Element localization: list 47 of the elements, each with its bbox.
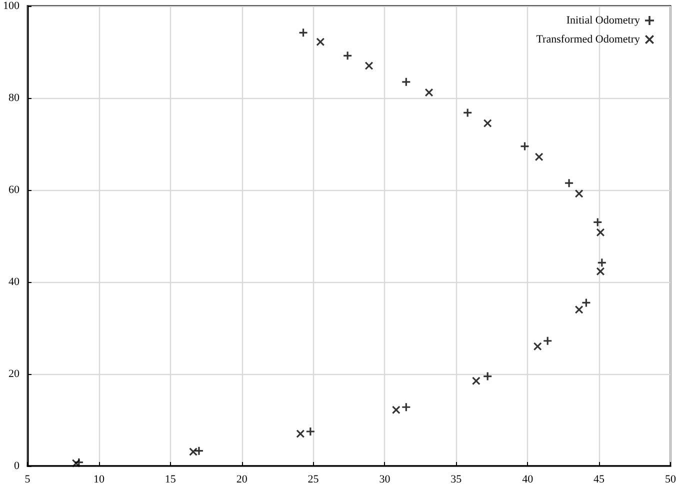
y-tick-label: 100 <box>3 0 20 12</box>
y-tick-label: 40 <box>8 276 20 288</box>
point <box>464 108 472 117</box>
point <box>596 267 604 276</box>
point <box>565 179 574 188</box>
point <box>575 306 584 314</box>
point <box>306 428 314 436</box>
x-tick-label: 15 <box>164 474 176 486</box>
point <box>544 336 552 345</box>
x-tick-label: 35 <box>450 474 462 486</box>
x-tick-label: 45 <box>594 474 606 486</box>
x-tick-label: 25 <box>308 474 320 486</box>
point <box>189 448 198 456</box>
point <box>365 62 374 70</box>
point <box>392 406 400 414</box>
x-tick-label: 30 <box>379 474 391 486</box>
point <box>194 446 203 455</box>
point <box>534 342 542 350</box>
point <box>596 228 604 236</box>
point <box>484 119 492 128</box>
point <box>575 190 584 198</box>
point <box>402 403 410 412</box>
point <box>582 298 590 307</box>
point <box>72 459 80 468</box>
point <box>299 28 308 37</box>
point <box>472 376 480 385</box>
legend-label: Initial Odometry <box>566 14 640 26</box>
x-tick-label: 50 <box>665 474 676 486</box>
y-tick-label: 80 <box>8 92 20 104</box>
x-tick-label: 20 <box>236 474 248 486</box>
x-tick-label: 10 <box>93 474 105 486</box>
point <box>484 372 492 380</box>
point <box>425 88 434 96</box>
point <box>598 258 606 267</box>
legend-label: Transformed Odometry <box>536 34 640 46</box>
y-tick-label: 0 <box>14 460 20 472</box>
point <box>402 78 410 86</box>
point <box>316 38 324 46</box>
point <box>344 52 352 60</box>
x-tick-label: 40 <box>522 474 534 486</box>
x-tick-label: 5 <box>24 474 31 486</box>
point <box>520 142 529 150</box>
y-tick-label: 60 <box>8 184 20 196</box>
y-tick-label: 20 <box>8 368 20 380</box>
point <box>535 152 544 161</box>
point <box>594 218 602 226</box>
point <box>296 430 304 438</box>
